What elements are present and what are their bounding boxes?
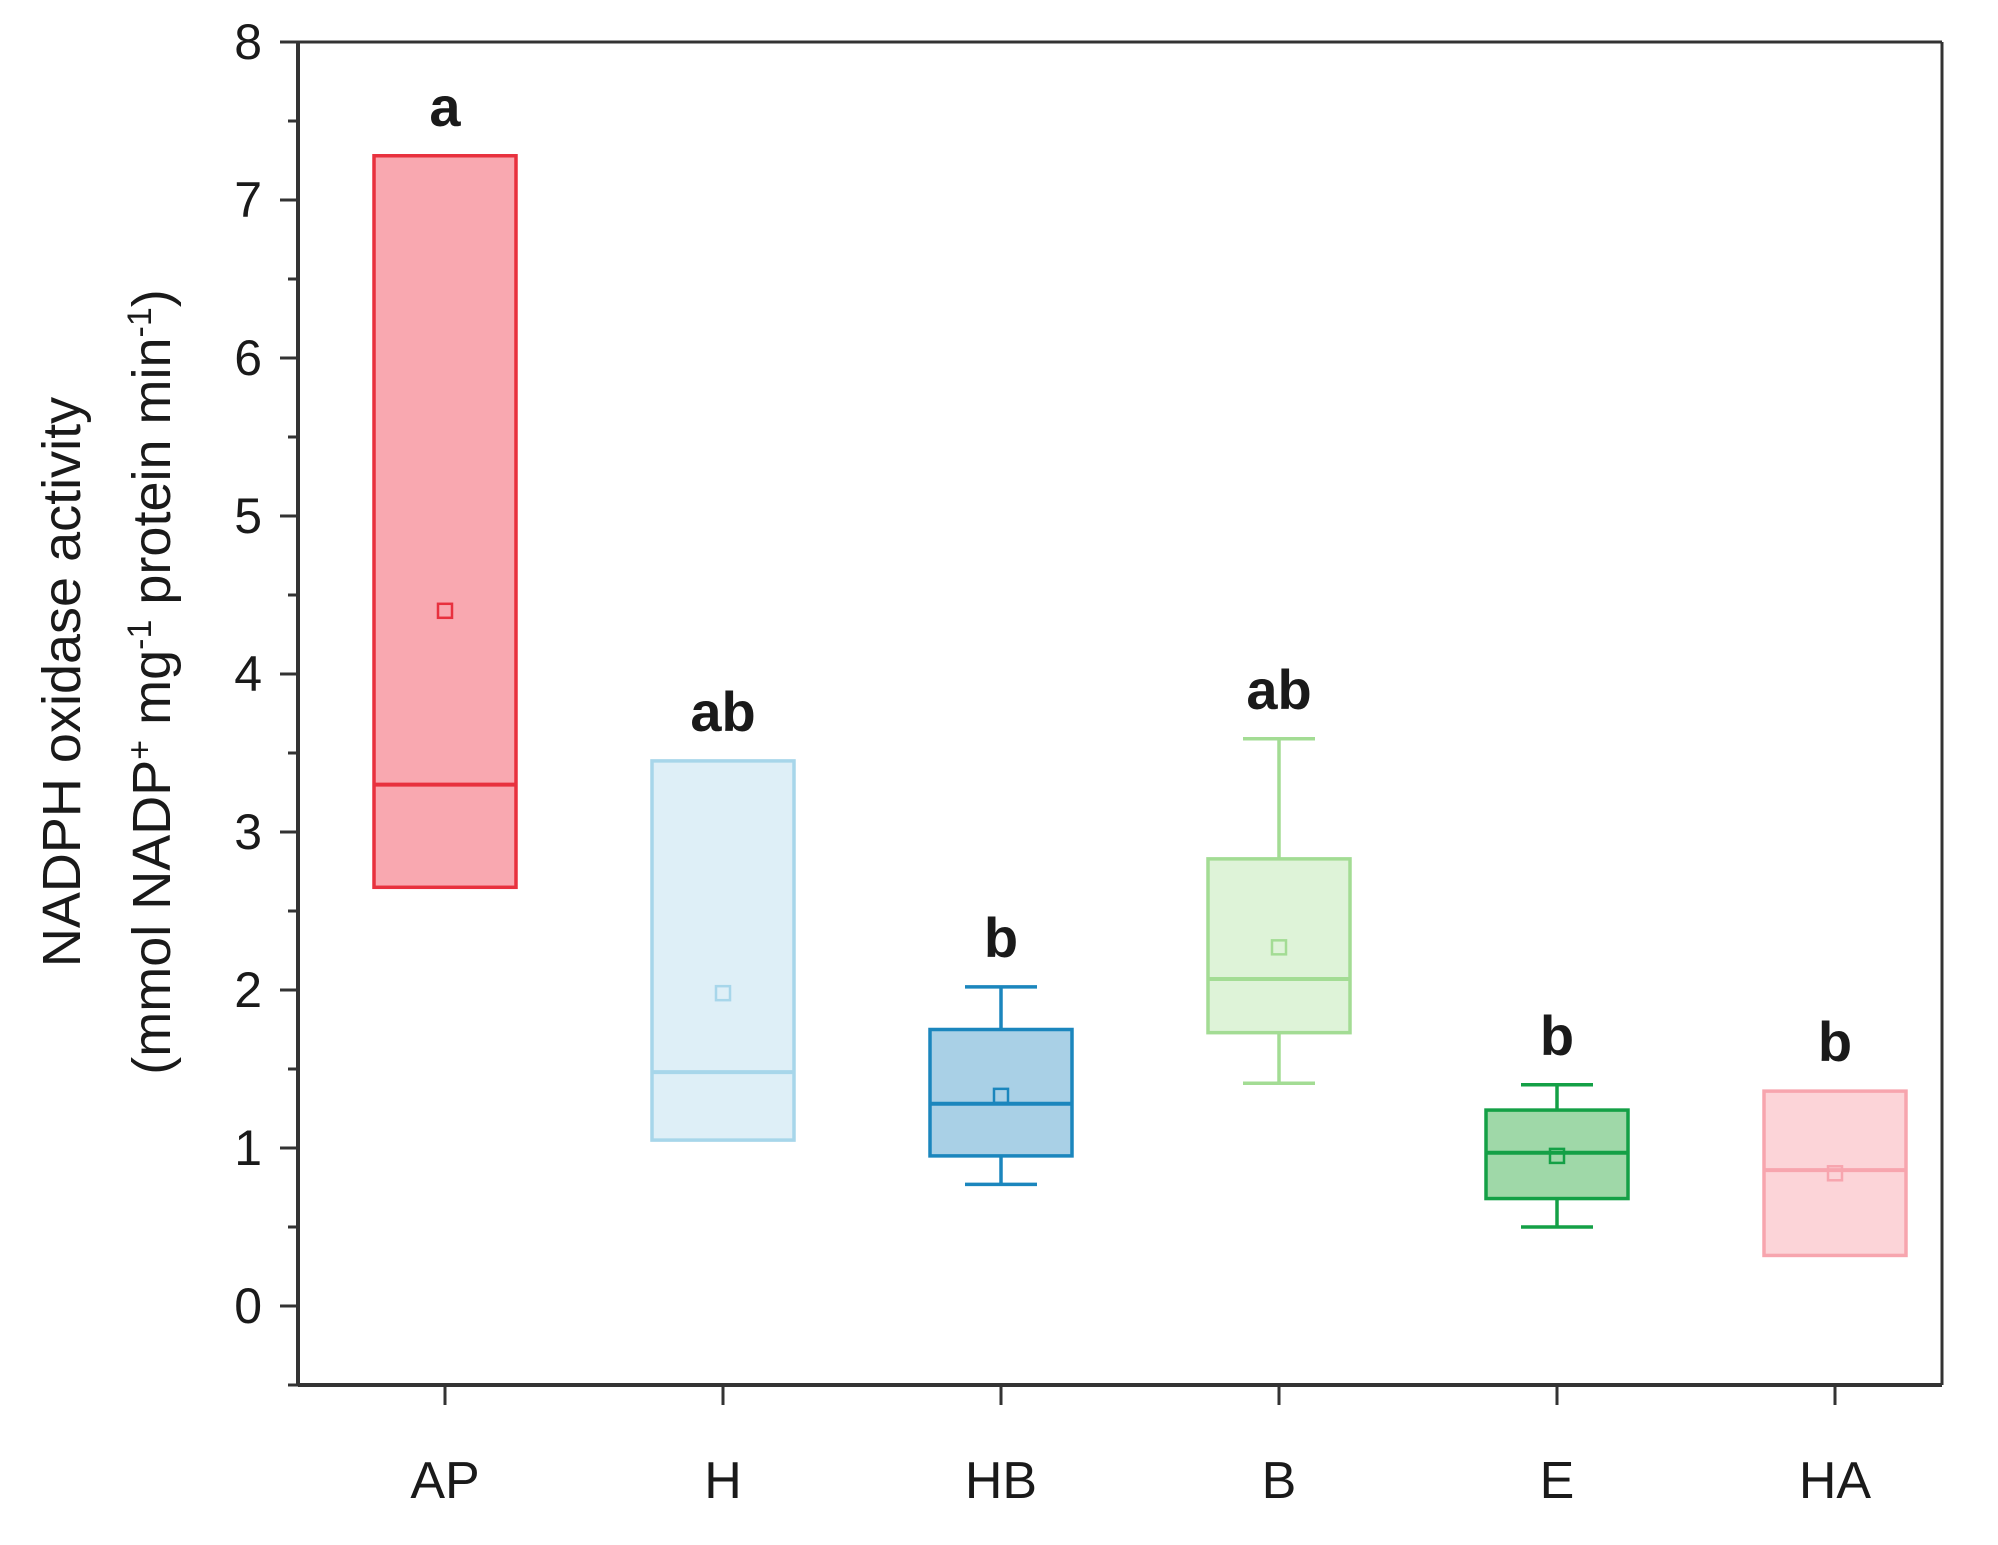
y-tick-label: 0 — [234, 1278, 262, 1334]
y-tick-label: 5 — [234, 488, 262, 544]
y-axis-title-line2: (mmol NADP+ mg-1 protein min-1) — [121, 289, 182, 1075]
box-h: ab — [650, 680, 796, 1142]
box-ha: b — [1762, 1010, 1908, 1258]
box-ap: a — [372, 75, 518, 890]
y-tick-label: 8 — [234, 14, 262, 70]
x-tick-label: E — [1540, 1452, 1575, 1510]
y-tick-label: 7 — [234, 172, 262, 228]
category-labels: AP H HB B E HA — [410, 1452, 1871, 1510]
mean-marker — [714, 984, 732, 1002]
y-tick-label: 2 — [234, 962, 262, 1018]
y-axis-title-part: + — [121, 740, 159, 760]
y-axis-title-part: -1 — [121, 307, 159, 337]
y-tick-label: 1 — [234, 1120, 262, 1176]
significance-label: ab — [690, 680, 755, 743]
significance-label: b — [984, 906, 1018, 969]
mean-marker — [436, 602, 454, 620]
y-axis-title-part: protein min — [122, 337, 182, 619]
box-hb: b — [928, 906, 1074, 1187]
box-iqr — [1206, 857, 1352, 1035]
y-axis-title-part: mg — [122, 650, 182, 740]
mean-marker — [1270, 939, 1288, 956]
significance-label: a — [429, 75, 461, 138]
significance-label: ab — [1246, 658, 1311, 721]
box-series: a ab b ab b b — [372, 75, 1908, 1258]
box-iqr — [928, 1027, 1074, 1158]
y-axis-title-part: ) — [122, 289, 182, 307]
box-iqr — [372, 154, 518, 890]
mean-marker — [1826, 1165, 1844, 1182]
x-tick-label: AP — [410, 1452, 479, 1510]
y-tick-label: 3 — [234, 804, 262, 860]
y-axis-title-part: -1 — [121, 620, 159, 650]
y-axis-title: NADPH oxidase activity (mmol NADP+ mg-1 … — [32, 289, 182, 1075]
x-tick-label: HA — [1799, 1452, 1872, 1510]
mean-marker — [1548, 1147, 1566, 1165]
box-iqr — [650, 759, 796, 1142]
box-b: ab — [1206, 658, 1352, 1085]
box-e: b — [1484, 1004, 1630, 1229]
x-tick-label: H — [704, 1452, 742, 1510]
mean-marker — [992, 1087, 1010, 1105]
box-iqr — [1762, 1089, 1908, 1258]
y-axis-title-line1: NADPH oxidase activity — [32, 397, 92, 967]
significance-label: b — [1818, 1010, 1852, 1073]
axes: 0 1 2 3 4 5 6 7 8 — [234, 14, 1944, 1405]
significance-label: b — [1540, 1004, 1574, 1067]
x-tick-label: HB — [965, 1452, 1037, 1510]
x-tick-label: B — [1262, 1452, 1297, 1510]
y-axis-title-part: (mmol NADP — [122, 760, 182, 1075]
y-tick-label: 4 — [234, 646, 262, 702]
y-tick-label: 6 — [234, 330, 262, 386]
